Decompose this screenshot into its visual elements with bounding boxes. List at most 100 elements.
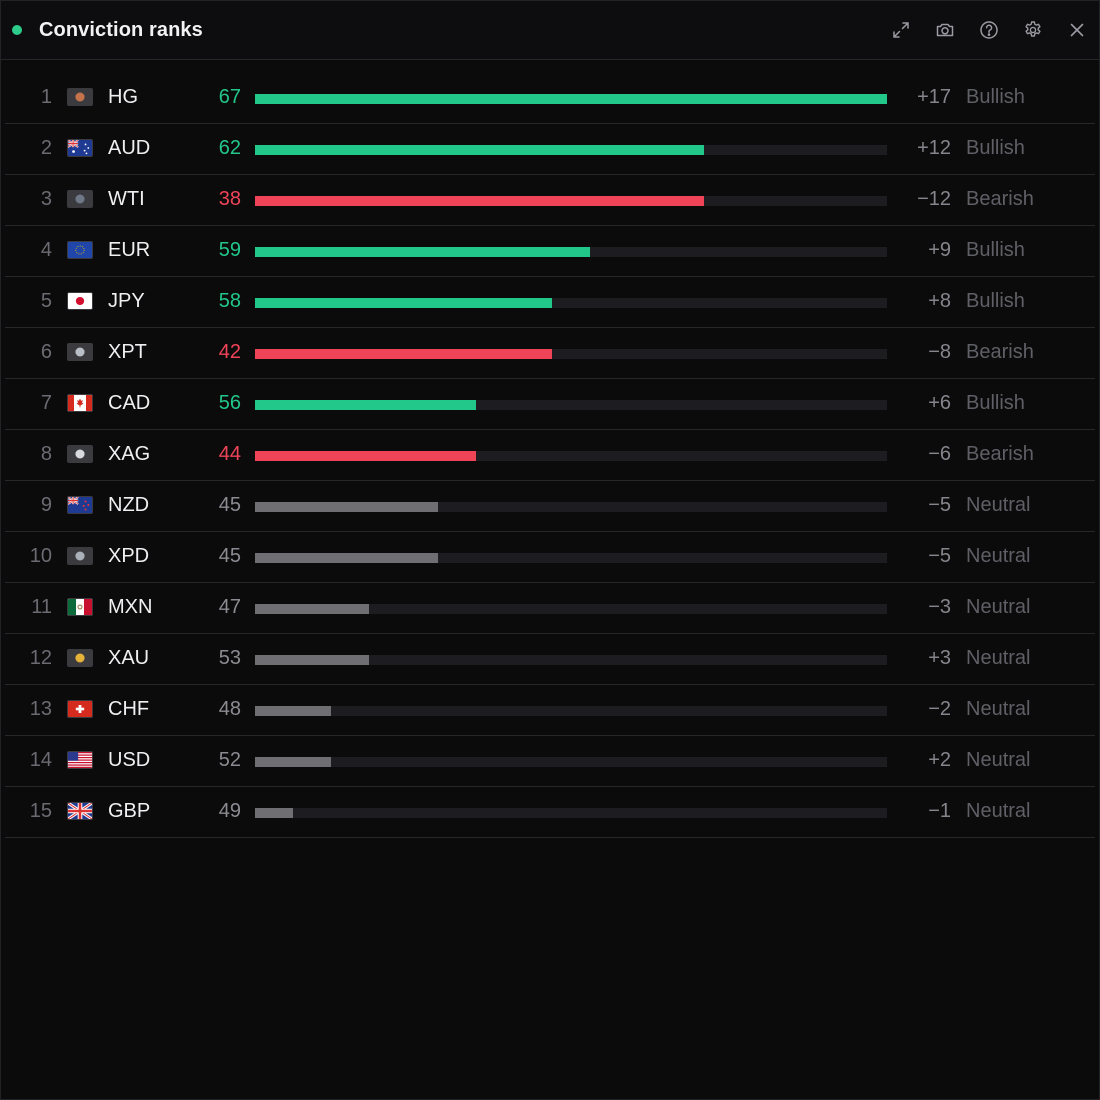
conviction-bar-fill	[255, 400, 477, 410]
symbol-label: CAD	[108, 392, 151, 414]
rank-row-cad[interactable]: 7 CAD 56 +6 Bullish	[5, 379, 1095, 430]
conviction-bar-fill	[255, 94, 887, 104]
delta-value: −6	[928, 443, 951, 465]
conviction-bar-track	[255, 298, 887, 308]
rank-row-xag[interactable]: 8 XAG 44 −6 Bearish	[5, 430, 1095, 481]
conviction-bar-track	[255, 145, 887, 155]
conviction-bar-track	[255, 604, 887, 614]
symbol-label: GBP	[108, 800, 151, 822]
conviction-bar-track	[255, 757, 887, 767]
palladium-flag-icon	[67, 547, 93, 565]
bias-label: Bullish	[966, 137, 1025, 159]
symbol-label: XAG	[108, 443, 151, 465]
help-button[interactable]	[967, 8, 1011, 52]
oil-flag-icon	[67, 190, 93, 208]
score-value: 62	[218, 137, 241, 159]
rank-list: 1 HG 67 +17 Bullish 2 AUD 62 +12 Bullish 3 WTI 38 −12…	[5, 73, 1095, 838]
delta-value: −5	[928, 545, 951, 567]
copper-flag-icon	[67, 88, 93, 106]
conviction-bar-track	[255, 247, 887, 257]
rank-number: 5	[40, 290, 52, 312]
rank-number: 12	[29, 647, 52, 669]
rank-row-wti[interactable]: 3 WTI 38 −12 Bearish	[5, 175, 1095, 226]
score-value: 38	[218, 188, 241, 210]
screenshot-button[interactable]	[923, 8, 967, 52]
conviction-bar-fill	[255, 502, 439, 512]
score-value: 58	[218, 290, 241, 312]
rank-row-hg[interactable]: 1 HG 67 +17 Bullish	[5, 73, 1095, 124]
rank-number: 10	[29, 545, 52, 567]
rank-number: 6	[40, 341, 52, 363]
rank-row-usd[interactable]: 14 USD 52 +2 Neutral	[5, 736, 1095, 787]
close-button[interactable]	[1055, 8, 1099, 52]
expand-button[interactable]	[879, 8, 923, 52]
conviction-bar-fill	[255, 247, 590, 257]
symbol-label: XPT	[108, 341, 147, 363]
bias-label: Bullish	[966, 86, 1025, 108]
rank-row-eur[interactable]: 4 EUR 59 +9 Bullish	[5, 226, 1095, 277]
delta-value: +12	[917, 137, 951, 159]
delta-value: +3	[928, 647, 951, 669]
bias-label: Bearish	[966, 443, 1034, 465]
rank-number: 9	[40, 494, 52, 516]
conviction-bar-fill	[255, 553, 439, 563]
bias-label: Bearish	[966, 188, 1034, 210]
conviction-bar-track	[255, 808, 887, 818]
expand-icon	[893, 22, 909, 38]
rank-row-xau[interactable]: 12 XAU 53 +3 Neutral	[5, 634, 1095, 685]
delta-value: +8	[928, 290, 951, 312]
bias-label: Bullish	[966, 239, 1025, 261]
rank-row-chf[interactable]: 13 CHF 48 −2 Neutral	[5, 685, 1095, 736]
symbol-label: JPY	[108, 290, 145, 312]
bias-label: Neutral	[966, 698, 1031, 720]
status-dot	[12, 25, 22, 35]
delta-value: +2	[928, 749, 951, 771]
nz-flag-icon	[67, 496, 93, 514]
conviction-bar-fill	[255, 349, 553, 359]
delta-value: −1	[928, 800, 951, 822]
settings-button[interactable]	[1011, 8, 1055, 52]
score-value: 45	[218, 494, 241, 516]
platinum-flag-icon	[67, 343, 93, 361]
gb-flag-icon	[67, 802, 93, 820]
rank-number: 3	[40, 188, 52, 210]
eu-flag-icon	[67, 241, 93, 259]
delta-value: −2	[928, 698, 951, 720]
score-value: 52	[218, 749, 241, 771]
delta-value: +6	[928, 392, 951, 414]
conviction-bar-fill	[255, 298, 553, 308]
bias-label: Bullish	[966, 392, 1025, 414]
ca-flag-icon	[67, 394, 93, 412]
symbol-label: NZD	[108, 494, 150, 516]
rank-row-nzd[interactable]: 9 NZD 45 −5 Neutral	[5, 481, 1095, 532]
us-flag-icon	[67, 751, 93, 769]
rank-row-jpy[interactable]: 5 JPY 58 +8 Bullish	[5, 277, 1095, 328]
rank-number: 14	[29, 749, 52, 771]
rank-row-xpt[interactable]: 6 XPT 42 −8 Bearish	[5, 328, 1095, 379]
conviction-bar-track	[255, 502, 887, 512]
rank-row-xpd[interactable]: 10 XPD 45 −5 Neutral	[5, 532, 1095, 583]
bias-label: Neutral	[966, 749, 1031, 771]
rank-row-aud[interactable]: 2 AUD 62 +12 Bullish	[5, 124, 1095, 175]
rank-number: 7	[40, 392, 52, 414]
symbol-label: HG	[108, 86, 138, 108]
close-icon	[1070, 23, 1084, 37]
silver-flag-icon	[67, 445, 93, 463]
rank-row-mxn[interactable]: 11 MXN 47 −3 Neutral	[5, 583, 1095, 634]
panel-title: Conviction ranks	[39, 18, 203, 41]
conviction-bar-fill	[255, 451, 477, 461]
jp-flag-icon	[67, 292, 93, 310]
bias-label: Neutral	[966, 596, 1031, 618]
conviction-bar-fill	[255, 604, 369, 614]
rank-number: 1	[40, 86, 52, 108]
rank-row-gbp[interactable]: 15 GBP 49 −1 Neutral	[5, 787, 1095, 838]
symbol-label: MXN	[108, 596, 153, 618]
delta-value: +17	[917, 86, 951, 108]
panel-header: Conviction ranks	[1, 1, 1099, 60]
score-value: 48	[218, 698, 241, 720]
gold-flag-icon	[67, 649, 93, 667]
gear-icon	[1025, 21, 1041, 37]
bias-label: Neutral	[966, 545, 1031, 567]
score-value: 47	[218, 596, 241, 618]
score-value: 56	[218, 392, 241, 414]
